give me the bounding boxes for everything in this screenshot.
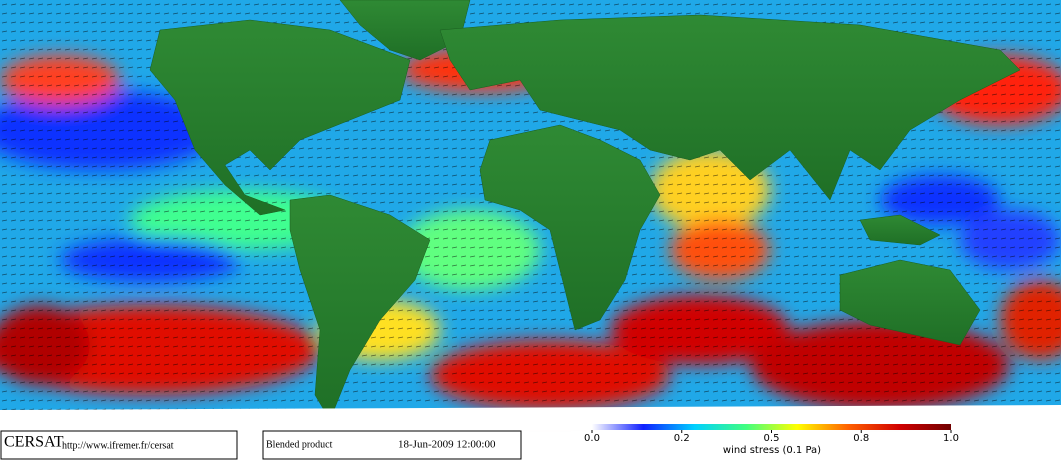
- footer: CERSAT http://www.ifremer.fr/cersat Blen…: [0, 424, 959, 460]
- colorbar-tick-label: 0.8: [853, 433, 869, 444]
- colorbar-tick-label: 0.5: [764, 433, 780, 444]
- colorbar-tick-label: 1.0: [943, 433, 959, 444]
- colorbar-tick-label: 0.0: [584, 433, 600, 444]
- info-box: [262, 430, 522, 460]
- land: [0, 0, 1061, 430]
- product: Blended product: [266, 439, 333, 450]
- logo: CERSAT: [4, 434, 64, 451]
- colorbar-label: wind stress (0.1 Pa): [723, 445, 821, 456]
- colorbar: [592, 424, 951, 430]
- date: 18-Jun-2009 12:00:00: [398, 439, 496, 451]
- logo-box: [0, 430, 238, 460]
- url: http://www.ifremer.fr/cersat: [62, 440, 174, 451]
- colorbar-tick-label: 0.2: [674, 433, 690, 444]
